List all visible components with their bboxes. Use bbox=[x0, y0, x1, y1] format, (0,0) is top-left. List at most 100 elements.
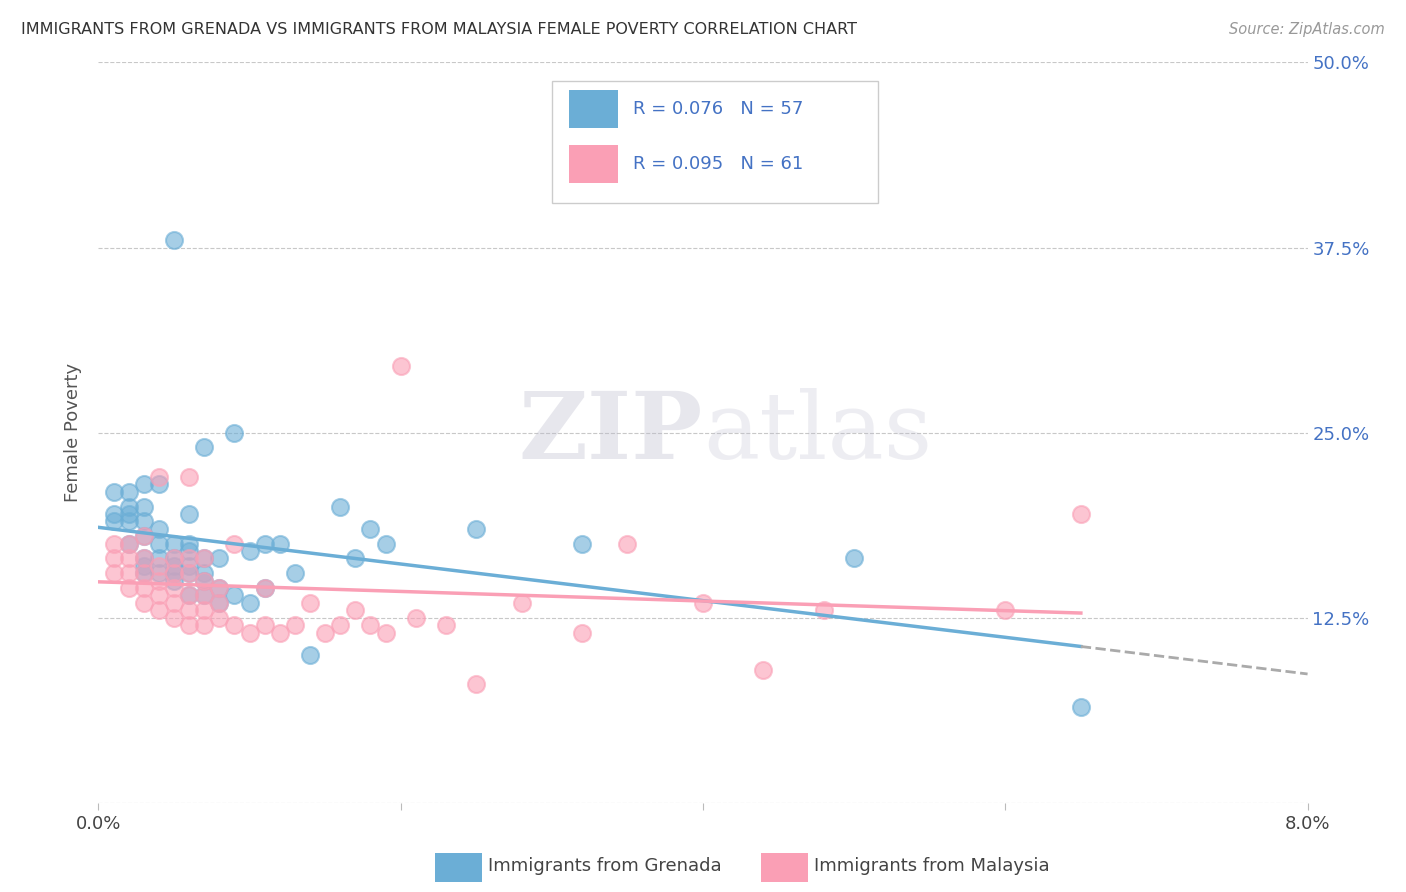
Point bbox=[193, 574, 215, 588]
Point bbox=[193, 551, 215, 566]
Text: R = 0.095   N = 61: R = 0.095 N = 61 bbox=[633, 155, 803, 173]
Point bbox=[360, 522, 382, 536]
Point bbox=[103, 507, 125, 521]
Point bbox=[224, 536, 246, 550]
Point bbox=[148, 603, 170, 617]
Point bbox=[571, 625, 593, 640]
Point bbox=[193, 589, 215, 603]
Point bbox=[148, 589, 170, 603]
Point bbox=[132, 558, 155, 573]
Point bbox=[510, 596, 533, 610]
Point bbox=[844, 551, 866, 566]
Point bbox=[179, 536, 201, 550]
Point bbox=[208, 551, 231, 566]
Point bbox=[118, 551, 141, 566]
Point bbox=[132, 529, 155, 543]
Point bbox=[148, 470, 170, 484]
Point bbox=[103, 515, 125, 529]
Point bbox=[284, 566, 307, 581]
Point bbox=[132, 529, 155, 543]
Point bbox=[148, 551, 170, 566]
Point bbox=[103, 536, 125, 550]
Point bbox=[163, 596, 186, 610]
Point bbox=[163, 610, 186, 624]
Point bbox=[179, 589, 201, 603]
Point bbox=[1070, 699, 1092, 714]
Point bbox=[465, 677, 488, 691]
Point bbox=[179, 551, 201, 566]
Text: atlas: atlas bbox=[703, 388, 932, 477]
Point bbox=[118, 484, 141, 499]
Point bbox=[405, 610, 427, 624]
Point bbox=[179, 544, 201, 558]
Point bbox=[132, 566, 155, 581]
Point bbox=[163, 574, 186, 588]
Point bbox=[224, 425, 246, 440]
Point bbox=[118, 500, 141, 514]
Point bbox=[103, 566, 125, 581]
Point bbox=[148, 477, 170, 491]
Point bbox=[118, 507, 141, 521]
Point bbox=[179, 589, 201, 603]
Text: ZIP: ZIP bbox=[519, 388, 703, 477]
Point bbox=[752, 663, 775, 677]
Point bbox=[148, 558, 170, 573]
Point bbox=[163, 558, 186, 573]
Point bbox=[148, 566, 170, 581]
Point bbox=[208, 596, 231, 610]
Point bbox=[269, 536, 291, 550]
Point bbox=[269, 625, 291, 640]
FancyBboxPatch shape bbox=[434, 853, 482, 882]
Point bbox=[284, 618, 307, 632]
Point bbox=[163, 566, 186, 581]
Point bbox=[193, 589, 215, 603]
Point bbox=[179, 507, 201, 521]
Point bbox=[692, 596, 714, 610]
Point bbox=[179, 618, 201, 632]
Point bbox=[813, 603, 835, 617]
Point bbox=[193, 618, 215, 632]
Point bbox=[329, 618, 352, 632]
Point bbox=[193, 574, 215, 588]
Point bbox=[239, 544, 262, 558]
Point bbox=[163, 551, 186, 566]
Point bbox=[132, 596, 155, 610]
Point bbox=[239, 596, 262, 610]
Text: R = 0.076   N = 57: R = 0.076 N = 57 bbox=[633, 100, 803, 118]
Point bbox=[118, 536, 141, 550]
Point bbox=[132, 551, 155, 566]
Point bbox=[163, 581, 186, 595]
Point bbox=[314, 625, 336, 640]
Point bbox=[374, 625, 396, 640]
Point bbox=[389, 359, 412, 373]
Point bbox=[616, 536, 638, 550]
Point bbox=[132, 566, 155, 581]
Point bbox=[253, 618, 276, 632]
FancyBboxPatch shape bbox=[569, 90, 619, 128]
Point bbox=[193, 551, 215, 566]
Point bbox=[329, 500, 352, 514]
Point bbox=[148, 574, 170, 588]
Point bbox=[132, 477, 155, 491]
Point bbox=[465, 522, 488, 536]
Point bbox=[179, 558, 201, 573]
Point bbox=[299, 596, 322, 610]
Point bbox=[253, 536, 276, 550]
FancyBboxPatch shape bbox=[761, 853, 808, 882]
Point bbox=[253, 581, 276, 595]
Point bbox=[132, 500, 155, 514]
Point bbox=[208, 581, 231, 595]
Point bbox=[132, 551, 155, 566]
Point bbox=[163, 566, 186, 581]
Point bbox=[163, 536, 186, 550]
Point bbox=[253, 581, 276, 595]
Point bbox=[179, 603, 201, 617]
Point bbox=[994, 603, 1017, 617]
Point bbox=[132, 515, 155, 529]
Point bbox=[193, 603, 215, 617]
Point bbox=[118, 566, 141, 581]
Point bbox=[299, 648, 322, 662]
Point bbox=[374, 536, 396, 550]
Text: IMMIGRANTS FROM GRENADA VS IMMIGRANTS FROM MALAYSIA FEMALE POVERTY CORRELATION C: IMMIGRANTS FROM GRENADA VS IMMIGRANTS FR… bbox=[21, 22, 858, 37]
Point bbox=[344, 551, 367, 566]
